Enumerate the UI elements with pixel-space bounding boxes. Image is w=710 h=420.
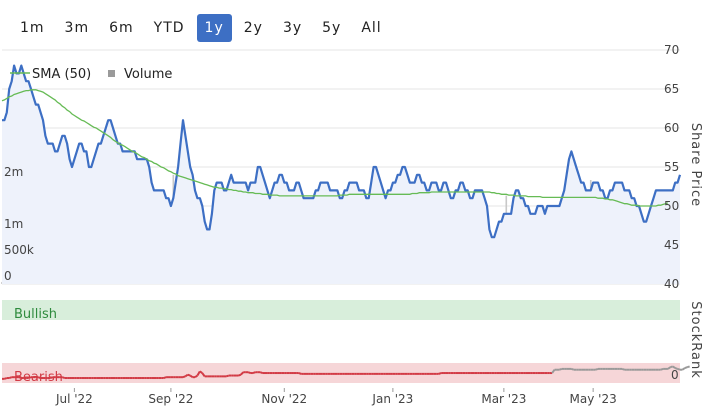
range-selector: 1m 3m 6m YTD 1y 2y 3y 5y All	[12, 14, 390, 42]
range-button-6m[interactable]: 6m	[109, 20, 134, 36]
x-tick-label: Jan '23	[371, 392, 413, 406]
stockrank-segment	[686, 365, 690, 369]
price-tick-50: 50	[664, 199, 679, 213]
stockrank-axis-title: StockRank	[688, 301, 703, 378]
stockrank-segment	[559, 367, 563, 371]
stockrank-segment	[226, 374, 230, 378]
price-tick-70: 70	[664, 43, 679, 57]
stockrank-segment	[28, 376, 32, 379]
x-tick-label: Sep '22	[148, 392, 193, 406]
legend-sma-label[interactable]: SMA (50)	[32, 67, 91, 82]
x-tick-label: Jul '22	[55, 392, 93, 406]
stockrank-segment	[18, 376, 22, 379]
stockrank-segment	[49, 376, 53, 379]
stockrank-segment	[37, 376, 41, 379]
price-tick-40: 40	[664, 277, 679, 291]
stockrank-tick-0: 0	[671, 368, 679, 382]
range-button-3y[interactable]: 3y	[282, 20, 303, 36]
stockrank-segment	[551, 369, 556, 374]
stockrank-segment	[163, 376, 167, 379]
stockrank-segment	[660, 367, 664, 371]
volume-tick-2m: 2m	[4, 165, 23, 179]
price-axis-ticks: 40 45 50 55 60 65 70	[664, 43, 679, 291]
stockrank-segment	[189, 374, 194, 379]
stockrank-segment	[201, 372, 206, 377]
legend-volume-swatch	[108, 70, 115, 77]
x-tick-label: Mar '23	[481, 392, 526, 406]
x-tick-label: Nov '22	[261, 392, 307, 406]
stockrank-segment	[595, 367, 599, 371]
stockrank-segment	[684, 366, 688, 370]
stockrank-segment	[438, 372, 442, 375]
price-axis-title: Share Price	[688, 123, 703, 207]
sma-line[interactable]	[1, 89, 669, 207]
price-tick-55: 55	[664, 160, 679, 174]
range-button-5y[interactable]: 5y	[322, 20, 342, 36]
volume-tick-1m: 1m	[4, 217, 23, 231]
bullish-zone	[2, 300, 680, 320]
legend: SMA (50) Volume	[10, 67, 172, 82]
range-button-1m[interactable]: 1m	[20, 20, 45, 36]
stockrank-segment	[298, 372, 302, 375]
range-button-ytd[interactable]: YTD	[153, 20, 185, 36]
stockrank-segment	[674, 367, 678, 370]
stockrank-panel: Bullish Bearish 0 StockRank	[2, 300, 703, 385]
stockrank-segment	[621, 367, 625, 371]
stockrank-segment	[667, 366, 671, 370]
stockrank-segment	[252, 371, 256, 374]
stockrank-segment	[199, 370, 203, 374]
volume-tick-0: 0	[4, 269, 12, 283]
volume-axis-ticks: 0 500k 1m 2m	[4, 165, 34, 283]
range-button-1y[interactable]: 1y	[196, 14, 232, 42]
sma-series	[1, 89, 669, 207]
stockrank-segment	[259, 371, 263, 374]
range-button-all[interactable]: All	[361, 20, 382, 36]
price-tick-60: 60	[664, 121, 679, 135]
price-series	[2, 64, 682, 284]
stockrank-segment	[677, 367, 681, 371]
volume-tick-500k: 500k	[4, 243, 34, 257]
price-tick-65: 65	[664, 82, 679, 96]
stockrank-segment	[571, 367, 575, 371]
stockrank-segment	[182, 375, 186, 379]
range-button-3m[interactable]: 3m	[64, 20, 90, 36]
stockrank-segment	[8, 376, 12, 379]
stockrank-segment	[194, 374, 199, 379]
stockrank-segment	[672, 365, 676, 369]
x-tick-label: May '23	[570, 392, 617, 406]
stockrank-segment	[61, 376, 66, 379]
stockrank-segment	[681, 367, 686, 371]
price-line[interactable]	[2, 64, 682, 239]
legend-volume-label[interactable]: Volume	[124, 67, 172, 82]
stockrank-segment	[184, 373, 189, 378]
x-axis-ticks: Jul '22 Sep '22 Nov '22 Jan '23 Mar '23 May '…	[55, 388, 617, 406]
stockrank-segment	[238, 373, 242, 377]
range-button-2y[interactable]: 2y	[243, 20, 263, 36]
price-area	[2, 65, 680, 284]
stockrank-segment	[240, 371, 244, 376]
stockrank-segment	[4, 377, 8, 380]
stockrank-segment	[187, 373, 191, 377]
bullish-label: Bullish	[14, 307, 57, 322]
price-tick-45: 45	[664, 238, 679, 252]
stockrank-segment	[670, 365, 674, 369]
stockrank-series	[2, 365, 690, 380]
stockrank-segment	[247, 371, 251, 374]
